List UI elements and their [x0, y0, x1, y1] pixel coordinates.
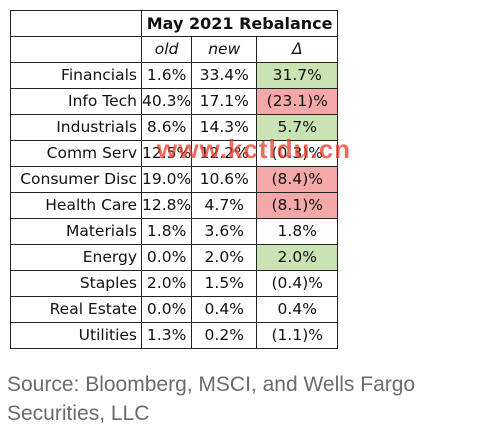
column-header-row: old new Δ	[10, 36, 339, 63]
old-weight-cell: 40.3%	[140, 88, 193, 115]
new-weight-cell: 14.3%	[191, 114, 258, 141]
table-title: May 2021 Rebalance	[140, 10, 339, 37]
old-weight-cell: 8.6%	[140, 114, 193, 141]
delta-cell: (1.1)%	[256, 322, 339, 349]
table-body: Financials 1.6% 33.4% 31.7% Info Tech 40.3% 17…	[10, 62, 339, 349]
delta-cell: (8.1)%	[256, 192, 339, 219]
column-header-new: new	[191, 36, 258, 63]
delta-cell: (0.4)%	[256, 270, 339, 297]
new-weight-cell: 2.0%	[191, 244, 258, 271]
new-weight-cell: 10.6%	[191, 166, 258, 193]
column-header-delta: Δ	[256, 36, 339, 63]
table-row: Materials 1.8% 3.6% 1.8%	[10, 218, 339, 245]
source-note: Source: Bloomberg, MSCI, and Wells Fargo…	[7, 373, 416, 425]
table-row: Real Estate 0.0% 0.4% 0.4%	[10, 296, 339, 323]
new-weight-cell: 0.2%	[191, 322, 258, 349]
sector-label: Comm Serv	[10, 140, 142, 167]
sector-label: Real Estate	[10, 296, 142, 323]
delta-cell: 5.7%	[256, 114, 339, 141]
new-weight-cell: 12.2%	[191, 140, 258, 167]
delta-cell: (8.4)%	[256, 166, 339, 193]
old-weight-cell: 19.0%	[140, 166, 193, 193]
old-weight-cell: 1.6%	[140, 62, 193, 89]
delta-cell: 1.8%	[256, 218, 339, 245]
sector-label: Utilities	[10, 322, 142, 349]
title-row: May 2021 Rebalance	[10, 10, 339, 37]
delta-cell: (0.3)%	[256, 140, 339, 167]
table-row: Energy 0.0% 2.0% 2.0%	[10, 244, 339, 271]
delta-cell: 31.7%	[256, 62, 339, 89]
new-weight-cell: 4.7%	[191, 192, 258, 219]
delta-cell: (23.1)%	[256, 88, 339, 115]
old-weight-cell: 0.0%	[140, 244, 193, 271]
new-weight-cell: 17.1%	[191, 88, 258, 115]
table-row: Info Tech 40.3% 17.1% (23.1)%	[10, 88, 339, 115]
sector-label: Info Tech	[10, 88, 142, 115]
sector-label: Consumer Disc	[10, 166, 142, 193]
table-row: Staples 2.0% 1.5% (0.4)%	[10, 270, 339, 297]
old-weight-cell: 1.3%	[140, 322, 193, 349]
table-row: Financials 1.6% 33.4% 31.7%	[10, 62, 339, 89]
new-weight-cell: 33.4%	[191, 62, 258, 89]
sector-label: Materials	[10, 218, 142, 245]
table-row: Health Care 12.8% 4.7% (8.1)%	[10, 192, 339, 219]
table-row: Comm Serv 12.5% 12.2% (0.3)%	[10, 140, 339, 167]
column-header-old: old	[140, 36, 193, 63]
new-weight-cell: 0.4%	[191, 296, 258, 323]
sector-label: Energy	[10, 244, 142, 271]
sector-label: Industrials	[10, 114, 142, 141]
table-row: Consumer Disc 19.0% 10.6% (8.4)%	[10, 166, 339, 193]
old-weight-cell: 12.5%	[140, 140, 193, 167]
sector-label: Health Care	[10, 192, 142, 219]
sector-label: Financials	[10, 62, 142, 89]
corner-cell	[10, 10, 142, 37]
rebalance-table: May 2021 Rebalance old new Δ Financials 1…	[10, 10, 339, 349]
delta-cell: 0.4%	[256, 296, 339, 323]
old-weight-cell: 2.0%	[140, 270, 193, 297]
delta-cell: 2.0%	[256, 244, 339, 271]
old-weight-cell: 12.8%	[140, 192, 193, 219]
old-weight-cell: 1.8%	[140, 218, 193, 245]
new-weight-cell: 3.6%	[191, 218, 258, 245]
table-row: Industrials 8.6% 14.3% 5.7%	[10, 114, 339, 141]
old-weight-cell: 0.0%	[140, 296, 193, 323]
corner-cell-lower	[10, 36, 142, 63]
new-weight-cell: 1.5%	[191, 270, 258, 297]
table-row: Utilities 1.3% 0.2% (1.1)%	[10, 322, 339, 349]
sector-label: Staples	[10, 270, 142, 297]
